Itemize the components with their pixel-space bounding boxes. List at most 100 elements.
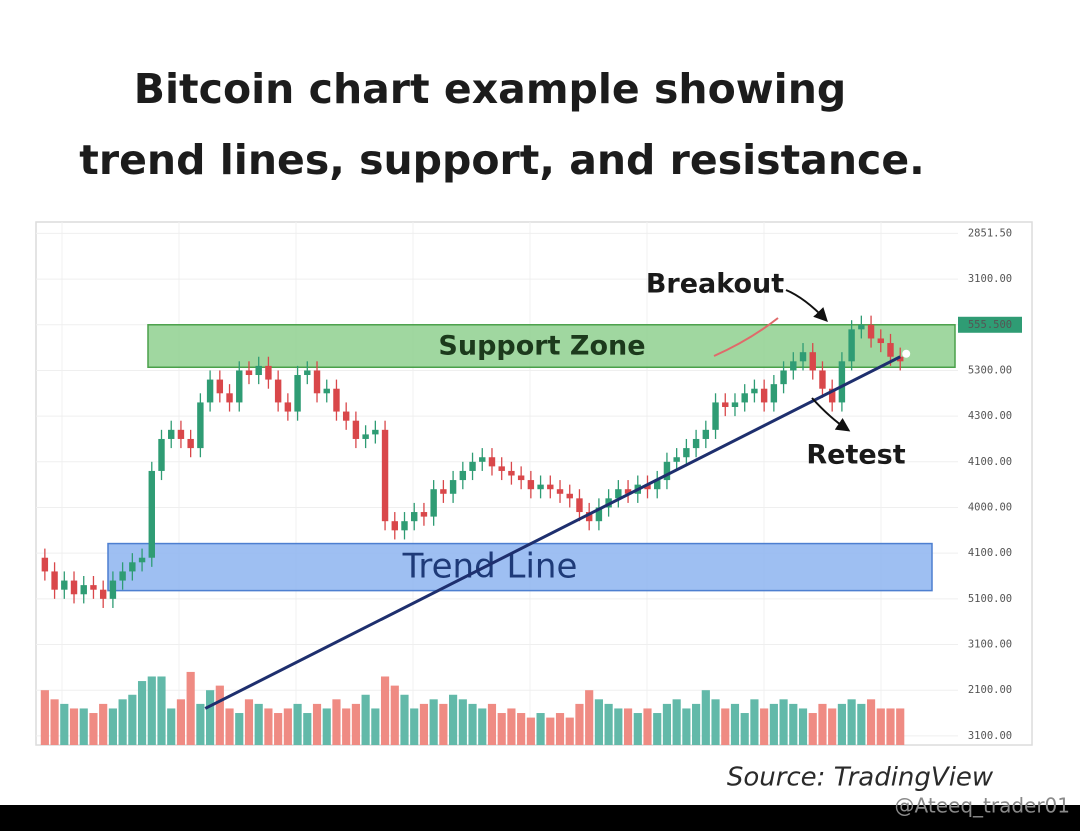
candle-body <box>654 480 661 490</box>
candle-body <box>372 429 379 435</box>
y-tick-label: 4100.00 <box>968 547 1012 559</box>
candle-body <box>877 338 884 344</box>
volume-bar <box>264 708 273 745</box>
candle-body <box>51 571 58 590</box>
candle-body <box>197 402 204 449</box>
volume-bar <box>235 713 244 745</box>
volume-bar <box>886 708 895 745</box>
candle-body <box>517 475 525 481</box>
candle-body <box>809 352 816 371</box>
annotation: Retest <box>806 440 905 471</box>
volume-bar <box>789 703 798 745</box>
chart-title: Bitcoin chart example showing <box>134 65 847 113</box>
candle-body <box>858 324 865 330</box>
volume-bar <box>147 676 156 745</box>
watermark: @Ateeq_trader01 <box>895 794 1070 818</box>
y-tick-label: 4100.00 <box>968 456 1012 468</box>
volume-bar <box>254 703 263 745</box>
candle-body <box>624 489 632 494</box>
annotation-arrow <box>785 289 828 323</box>
candle-body <box>799 352 807 362</box>
candle-body <box>304 370 311 376</box>
volume-bar <box>410 708 419 745</box>
y-tick-label: 3100.00 <box>968 730 1012 742</box>
volume-bar <box>40 690 49 745</box>
volume-bar <box>692 703 701 745</box>
volume-bar <box>449 694 458 745</box>
candle-body <box>138 557 146 563</box>
volume-bar <box>283 708 292 745</box>
candle-body <box>265 365 272 380</box>
candle-body <box>284 402 292 412</box>
candle-body <box>129 562 136 572</box>
candle-body <box>313 370 321 394</box>
candle-body <box>274 379 282 403</box>
volume-bar <box>633 713 642 745</box>
volume-bar <box>244 699 254 745</box>
candle-body <box>828 388 836 403</box>
volume-bar <box>137 681 147 745</box>
volume-bar <box>351 703 360 745</box>
volume-bar <box>857 703 866 745</box>
volume-bar <box>274 713 283 745</box>
candle-body <box>206 379 214 403</box>
candle-body <box>838 361 846 403</box>
y-tick-label: 4000.00 <box>968 501 1012 513</box>
candle-body <box>61 580 68 590</box>
volume-bar <box>760 708 769 745</box>
candle-body <box>790 361 797 371</box>
volume-bar <box>604 703 613 745</box>
price-highlight <box>958 316 1022 333</box>
candle-body <box>731 402 739 407</box>
y-tick-label: 3100.00 <box>968 639 1012 651</box>
y-tick-label: 2851.50 <box>968 227 1012 239</box>
volume-bar <box>594 699 603 745</box>
candle-body <box>187 438 194 449</box>
volume-bar <box>118 699 127 745</box>
candle-body <box>80 585 87 595</box>
candle-body <box>537 484 544 490</box>
candle-body <box>177 429 185 439</box>
candle-body <box>819 370 826 389</box>
candle-body <box>168 429 175 439</box>
candle-body <box>595 507 603 522</box>
candle-body <box>576 498 583 513</box>
volume-bar <box>468 703 477 745</box>
volume-bar <box>575 703 584 745</box>
candle-body <box>411 512 418 522</box>
volume-bar <box>128 694 137 745</box>
y-tick-label: 5300.00 <box>968 364 1012 376</box>
candle-body <box>323 388 330 394</box>
breakout-stroke <box>713 317 779 357</box>
annotation-arrow <box>811 397 851 432</box>
volume-bar <box>89 713 98 745</box>
volume-bar <box>526 717 535 745</box>
volume-bar <box>769 703 778 745</box>
candle-body <box>459 470 467 481</box>
candle-body <box>90 585 97 590</box>
candle-body <box>333 388 340 412</box>
candle-body <box>615 489 622 499</box>
volume-bar <box>361 694 370 745</box>
volume-bar <box>99 703 108 745</box>
candle-body <box>70 580 78 595</box>
volume-bar <box>565 717 574 745</box>
candle-body <box>498 466 505 471</box>
candle-body <box>770 384 778 403</box>
volume-bar <box>322 708 331 745</box>
candle-body <box>741 393 748 403</box>
volume-bar <box>682 708 691 745</box>
volume-bar <box>419 703 429 745</box>
volume-bar <box>866 699 876 745</box>
y-tick-label: 555.500 <box>968 319 1012 331</box>
candle-body <box>119 571 126 581</box>
candle-body <box>401 521 408 531</box>
volume-bar <box>303 713 312 745</box>
candle-body <box>887 343 894 357</box>
candle-body <box>702 429 710 439</box>
volume-bar <box>186 671 195 745</box>
volume-bar <box>50 699 59 745</box>
candle-body <box>751 388 758 394</box>
